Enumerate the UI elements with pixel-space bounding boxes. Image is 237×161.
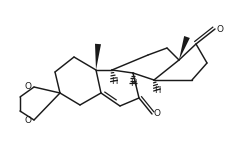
Text: H: H bbox=[154, 85, 160, 95]
Text: O: O bbox=[25, 116, 32, 125]
Polygon shape bbox=[95, 44, 101, 70]
Text: O: O bbox=[217, 24, 224, 33]
Polygon shape bbox=[179, 36, 190, 60]
Text: O: O bbox=[25, 82, 32, 91]
Text: O: O bbox=[154, 109, 161, 118]
Text: H: H bbox=[130, 79, 136, 87]
Text: H: H bbox=[111, 76, 117, 85]
